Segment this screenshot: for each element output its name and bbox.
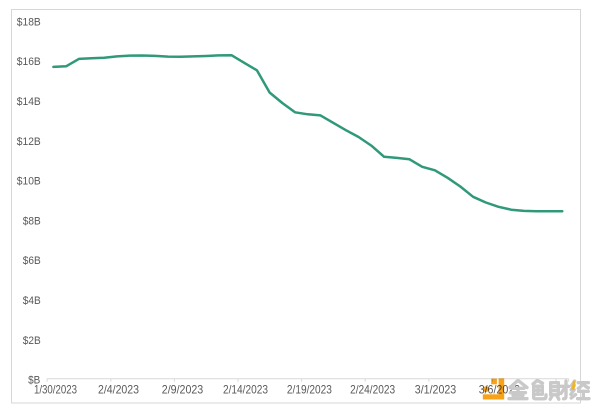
svg-text:$16B: $16B	[17, 56, 41, 68]
svg-text:2/24/2023: 2/24/2023	[350, 383, 395, 397]
svg-text:$10B: $10B	[17, 176, 41, 188]
svg-text:$12B: $12B	[17, 136, 41, 148]
svg-text:1/30/2023: 1/30/2023	[34, 383, 77, 397]
svg-text:$2B: $2B	[23, 335, 41, 347]
svg-text:$14B: $14B	[17, 96, 41, 108]
svg-text:$8B: $8B	[23, 215, 41, 227]
svg-text:$6B: $6B	[23, 255, 41, 267]
svg-text:2/19/2023: 2/19/2023	[287, 383, 332, 397]
svg-text:$4B: $4B	[23, 295, 41, 307]
svg-text:$18B: $18B	[17, 16, 41, 28]
svg-text:2/4/2023: 2/4/2023	[98, 383, 139, 397]
svg-text:3/1/2023: 3/1/2023	[415, 383, 457, 397]
svg-text:2/14/2023: 2/14/2023	[223, 383, 268, 397]
svg-text:$B: $B	[28, 375, 40, 387]
svg-text:2/9/2023: 2/9/2023	[162, 383, 204, 397]
